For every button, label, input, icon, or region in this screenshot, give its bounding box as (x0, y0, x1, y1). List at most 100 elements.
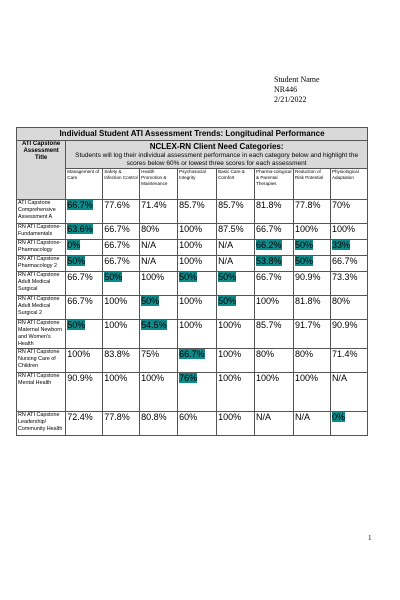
score-value: 60% (179, 412, 198, 423)
score-value: 63.6% (67, 224, 93, 234)
score-cell: 90.9% (293, 271, 331, 296)
score-value: 83.8% (104, 349, 130, 360)
score-value: N/A (256, 412, 272, 423)
score-cell: 50% (102, 271, 141, 296)
table-title: Individual Student ATI Assessment Trends… (16, 127, 368, 141)
score-cell: N/A (216, 239, 256, 256)
score-cell: 66.7% (65, 295, 104, 320)
score-cell: 100% (254, 372, 294, 412)
score-value: 72.4% (67, 412, 93, 423)
score-cell: N/A (329, 372, 369, 412)
score-cell: 66.7% (65, 199, 104, 224)
score-cell: 100% (65, 348, 104, 373)
score-cell: 75% (139, 348, 179, 373)
score-cell: N/A (139, 255, 179, 272)
score-cell: 100% (139, 271, 179, 296)
score-value: 66.7% (256, 224, 282, 235)
score-cell: 0% (65, 239, 104, 256)
score-value: 77.6% (104, 200, 130, 211)
assessment-title: RN ATI Capstone Pharmacology 2 (15, 255, 67, 272)
score-value: 71.4% (141, 200, 167, 211)
table-row: RN ATI Capstone Leadership/ Community He… (15, 411, 369, 436)
score-cell: 50% (216, 271, 256, 296)
score-value: 100% (295, 224, 319, 235)
score-cell: 50% (177, 271, 218, 296)
score-value: 0% (331, 412, 345, 422)
score-cell: 54.5% (139, 319, 179, 349)
score-value: 66.2% (256, 240, 282, 250)
score-cell: 100% (293, 372, 331, 412)
score-cell: 0% (329, 411, 369, 436)
score-cell: 100% (177, 295, 218, 320)
score-value: 50% (104, 272, 123, 282)
score-cell: 85.7% (216, 199, 256, 224)
table-row: RN ATI Capstone Adult Medical Surgical 2… (15, 295, 369, 320)
score-cell: 80% (139, 223, 179, 240)
score-cell: 63.6% (65, 223, 104, 240)
page-number: 1 (368, 534, 372, 542)
score-cell: 83.8% (102, 348, 141, 373)
table-row: RN ATI Capstone Adult Medical Surgical 66… (15, 271, 369, 296)
score-value: N/A (218, 240, 234, 251)
score-value: 100% (141, 373, 165, 384)
score-value: 100% (218, 349, 242, 360)
score-value: 50% (295, 240, 314, 250)
table-row: RN ATI Capstone-Pharmacology 0% 66.7% N/A 10… (15, 239, 369, 256)
score-cell: 66.7% (177, 348, 218, 373)
categories-header: NCLEX-RN Client Need Categories: Student… (65, 140, 368, 169)
categories-title: NCLEX-RN Client Need Categories: (149, 142, 284, 151)
score-cell: 81.8% (293, 295, 331, 320)
score-cell: 100% (216, 372, 256, 412)
score-value: 80% (331, 296, 350, 307)
score-cell: 50% (216, 295, 256, 320)
table-row: RN ATI Capstone Nursing Care of Children… (15, 348, 369, 373)
score-value: N/A (331, 373, 347, 384)
assessment-title: RN ATI Capstone Mental Health (15, 372, 67, 412)
score-value: N/A (141, 256, 157, 267)
score-cell: 80% (254, 348, 294, 373)
category-columns-row: Management of Care Safety & Infection Con… (17, 168, 369, 200)
score-cell: 70% (329, 199, 369, 224)
score-cell: 100% (102, 372, 141, 412)
score-cell: 100% (177, 223, 218, 240)
score-value: 100% (218, 320, 242, 331)
score-cell: 87.5% (216, 223, 256, 240)
score-value: 50% (218, 272, 237, 282)
score-value: 100% (104, 296, 128, 307)
score-cell: 100% (177, 319, 218, 349)
score-value: 87.5% (218, 224, 244, 235)
score-value: 100% (179, 240, 203, 251)
score-value: 85.7% (179, 200, 205, 211)
assessment-title: RN ATI Capstone Leadership/ Community He… (15, 411, 67, 436)
table-row: RN ATI Capstone Pharmacology 2 50% 66.7% N/… (15, 255, 369, 272)
assessment-title: RN ATI Capstone Nursing Care of Children (15, 348, 67, 373)
category-column-header: Reduction of Risk Potential (293, 168, 331, 200)
ati-trends-table: Individual Student ATI Assessment Trends… (15, 127, 369, 436)
score-cell: 80% (293, 348, 331, 373)
categories-description: Students will log their individual asses… (75, 152, 359, 167)
score-cell: 90.9% (329, 319, 369, 349)
score-value: 50% (67, 320, 86, 330)
score-value: 0% (67, 240, 81, 250)
assessment-title: RN ATI Capstone Adult Medical Surgical (15, 271, 67, 296)
score-cell: 100% (216, 411, 256, 436)
category-column-header: Health Promotion & Maintenance (139, 168, 179, 200)
score-value: 50% (295, 256, 314, 266)
score-value: 80% (295, 349, 314, 360)
score-value: 90.9% (67, 373, 93, 384)
score-value: 81.8% (295, 296, 321, 307)
score-cell: 100% (102, 295, 141, 320)
score-cell: 77.8% (102, 411, 141, 436)
score-value: 77.8% (104, 412, 130, 423)
assessment-title: RN ATI Capstone Maternal Newborn and Wom… (15, 319, 67, 349)
score-cell: N/A (216, 255, 256, 272)
score-value: 70% (331, 200, 350, 211)
score-cell: 66.7% (65, 271, 104, 296)
score-value: 100% (141, 272, 165, 283)
score-cell: 50% (65, 319, 104, 349)
score-cell: 53.8% (254, 255, 294, 272)
score-value: 66.7% (67, 296, 93, 307)
score-value: N/A (218, 256, 234, 267)
score-cell: N/A (293, 411, 331, 436)
